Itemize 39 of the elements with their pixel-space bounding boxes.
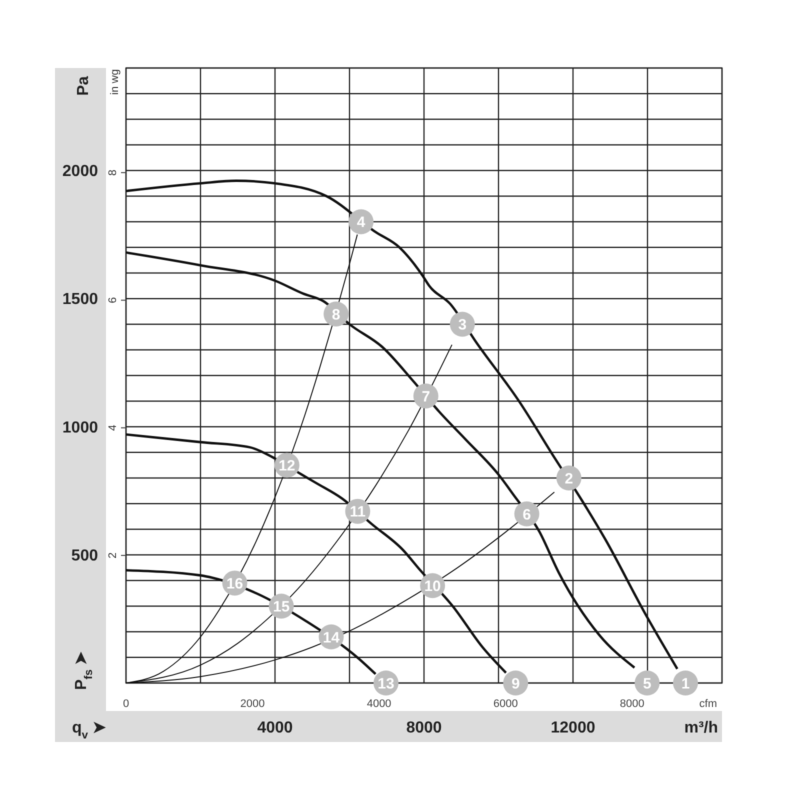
annotation: 1 xyxy=(681,675,690,692)
y-tick-label: 500 xyxy=(71,547,98,564)
annotation: 12 xyxy=(278,458,296,475)
annotation: 5 xyxy=(642,675,652,692)
annotation: 6 xyxy=(522,506,531,524)
x-axis-title: m³/h xyxy=(684,720,718,737)
annotation: 10 xyxy=(424,578,441,596)
annotation: 8 xyxy=(332,306,340,324)
y2-axis-title: in wg xyxy=(109,69,121,95)
x2-tick-label: 4000 xyxy=(366,698,392,710)
x2-tick-label: 0 xyxy=(122,698,130,710)
y-tick-label: 2000 xyxy=(62,163,98,180)
y-tick-label: 1500 xyxy=(62,291,98,308)
annotation: 13 xyxy=(378,675,394,692)
annotation: 2 xyxy=(564,470,574,488)
x-tick-label: 8000 xyxy=(406,720,442,737)
x-tick-label: 12000 xyxy=(550,720,596,737)
annotation: 15 xyxy=(272,598,290,616)
annotation: 4 xyxy=(356,214,366,232)
y-tick-label: 1000 xyxy=(62,419,98,436)
y2-tick-label: 8 xyxy=(107,170,119,176)
annotation: 9 xyxy=(511,675,520,692)
x2-tick-label: 6000 xyxy=(493,698,518,710)
annotation: 7 xyxy=(422,388,430,406)
x2-axis-title: cfm xyxy=(699,698,717,710)
line-series xyxy=(124,251,636,669)
x2-tick-label: 8000 xyxy=(620,698,644,710)
annotation: 16 xyxy=(226,575,244,592)
y-axis-title: Pa xyxy=(75,76,92,96)
text: q$_{v}$ ➤ xyxy=(72,720,106,742)
x2-tick-label: 2000 xyxy=(240,698,265,710)
annotation: 14 xyxy=(322,629,340,646)
y2-tick-label: 4 xyxy=(107,424,119,431)
y2-tick-label: 2 xyxy=(107,552,119,558)
x-tick-label: 4000 xyxy=(257,720,293,737)
line-series xyxy=(124,180,678,670)
annotation: 11 xyxy=(350,504,366,521)
annotation: 3 xyxy=(458,316,467,334)
y2-tick-label: 6 xyxy=(107,297,119,304)
